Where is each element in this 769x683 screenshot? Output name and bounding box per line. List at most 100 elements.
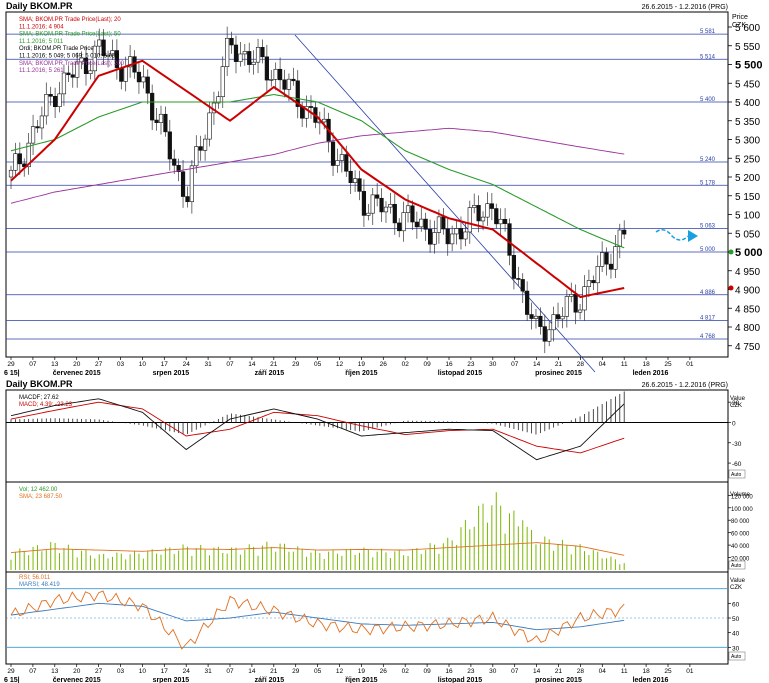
volume-panel: 120 000 100 000 80 000 60 000 40 000 20 000 Vo…	[10, 487, 753, 570]
candle-body-128	[573, 294, 578, 313]
candle-body-55	[251, 61, 256, 65]
candle-body-102	[458, 228, 464, 240]
panel2-title: Daily BKOM.PR	[6, 379, 73, 389]
xbot-month-3: září 2015	[255, 677, 285, 683]
rsi-line	[10, 590, 625, 650]
xtop-day-9: 31	[204, 361, 212, 368]
candle-body-6	[35, 126, 40, 129]
candle-body-134	[600, 252, 605, 267]
price-legend: SMA; BKOM.PR Trade Price(Last); 2011.1.2…	[19, 17, 125, 74]
price-tick-label-3: 4 900	[735, 286, 760, 297]
candle-body-118	[529, 314, 534, 319]
candle-body-109	[489, 203, 494, 209]
rsi-axis-title: Value	[730, 578, 746, 584]
candle-body-61	[278, 68, 283, 81]
xbot-day-4: 27	[95, 668, 103, 675]
candle-body-100	[450, 233, 455, 245]
xtop-day-16: 19	[358, 361, 366, 368]
xbot-day-24: 14	[533, 668, 541, 675]
candle-body-138	[617, 229, 622, 247]
xtop-day-10: 07	[226, 361, 234, 368]
legend-entry-6: SMA; BKOM.PR Trade Price(Last); 200	[19, 61, 125, 67]
candle-body-125	[560, 315, 565, 320]
xtop-day-19: 09	[423, 361, 431, 368]
candle-body-57	[260, 47, 265, 58]
candle-body-123	[551, 314, 556, 331]
xtop-month-5: listopad 2015	[438, 370, 482, 377]
price-axis-title: Price	[732, 14, 748, 21]
candle-body-95	[427, 229, 433, 245]
xtop-day-17: 26	[380, 361, 388, 368]
candle-body-8	[44, 94, 49, 117]
candle-body-19	[92, 45, 97, 72]
xtop-day-13: 29	[292, 361, 300, 368]
candle-body-17	[83, 57, 89, 75]
candle-body-23	[110, 50, 115, 56]
candle-body-99	[445, 228, 450, 245]
price-tick-label-10: 5 250	[735, 154, 760, 165]
rsi-tick-label-3: 30	[732, 645, 740, 652]
candle-body-49	[225, 37, 230, 67]
xtop-day-22: 30	[489, 361, 497, 368]
xbot-month-6: prosinec 2015	[535, 677, 582, 683]
xtop-day-21: 23	[467, 361, 475, 368]
xbot-day-29: 18	[642, 668, 650, 675]
marsi-line	[10, 602, 625, 631]
legend-entry-2: SMA; BKOM.PR Trade Price(Last); 50	[19, 32, 121, 38]
candle-body-108	[485, 203, 490, 218]
volume-tick-label-5: 20 000	[731, 557, 750, 563]
price-tick-label-13: 5 400	[735, 98, 760, 109]
candle-body-0	[8, 169, 14, 178]
xtop-day-30: 25	[664, 361, 672, 368]
xtop-day-1: 07	[29, 361, 37, 368]
hline-label-0: 5 581	[700, 29, 716, 35]
xbot-day-5: 03	[117, 668, 125, 675]
marker-sma20	[728, 285, 734, 291]
candle-body-107	[480, 216, 486, 222]
volume-legend-1: SMA; 23 687.50	[19, 494, 63, 500]
macd-legend-1: MACD; 4.39; -23.23	[19, 402, 73, 408]
xbot-day-1: 07	[29, 668, 37, 675]
hline-label-8: 4 817	[700, 316, 716, 322]
candle-body-97	[436, 216, 442, 233]
candle-body-52	[238, 53, 243, 62]
xtop-day-23: 07	[511, 361, 519, 368]
candle-body-111	[498, 218, 503, 225]
hline-label-6: 5 000	[700, 247, 716, 253]
candle-body-114	[511, 255, 517, 279]
candle-body-40	[185, 196, 190, 203]
candle-body-18	[88, 70, 93, 75]
candle-body-53	[242, 51, 247, 55]
price-axis: 4 750 4 800 4 850 4 900 4 950 5 000 5 050 5 100…	[728, 23, 763, 353]
xbot-day-0: 29	[7, 668, 15, 675]
xtop-day-24: 14	[533, 361, 541, 368]
xtop-day-28: 11	[621, 361, 628, 368]
candle-body-68	[308, 106, 314, 108]
xtop-day-8: 24	[183, 361, 191, 368]
candle-body-78	[352, 178, 358, 183]
candle-body-115	[516, 278, 521, 280]
macd-tick-label-2: -30	[732, 441, 742, 448]
candle-body-127	[569, 294, 574, 297]
macd-signal-line	[10, 401, 625, 454]
candle-body-119	[533, 315, 539, 319]
xbot-day-20: 16	[445, 668, 453, 675]
legend-entry-7: 11.1.2016; 5 261	[19, 68, 64, 74]
candle-body-104	[467, 207, 472, 233]
price-gridlines: 5 581 5 514 5 400 5 240 5 178 5 063 5 000 4 886…	[6, 29, 728, 340]
candle-body-74	[335, 160, 340, 166]
xbot-day-21: 23	[467, 668, 475, 675]
macd-line	[10, 398, 625, 461]
volume-sma-line	[10, 542, 625, 556]
candle-body-113	[507, 223, 512, 256]
candle-body-90	[405, 205, 411, 213]
candle-body-94	[423, 218, 428, 230]
candle-body-26	[123, 66, 128, 82]
candle-body-88	[397, 222, 402, 232]
price-tick-label-16: 5 550	[735, 42, 760, 53]
x-axis-bottom: 29 07 13 20 27 03 10 17 24 31 07 14 21 29 05 12 19 26 02 09…	[4, 664, 694, 683]
macd-auto-badge	[728, 469, 746, 479]
candle-body-10	[53, 95, 58, 107]
xtop-day-3: 20	[73, 361, 81, 368]
